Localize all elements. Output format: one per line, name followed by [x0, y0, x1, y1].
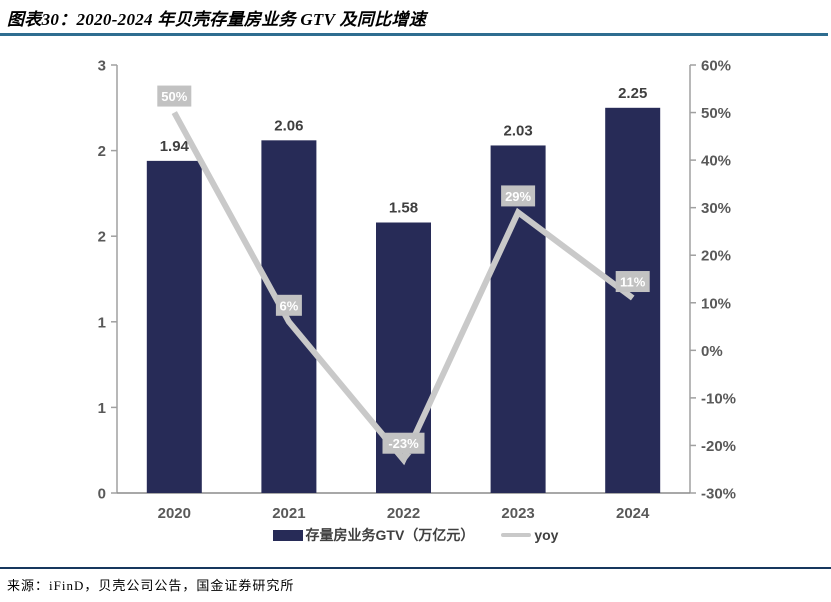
left-axis-tick-label: 2	[98, 143, 106, 160]
bar-value-label: 2.25	[618, 85, 647, 102]
yoy-label-text: 6%	[280, 298, 299, 313]
legend-label-gtv: 存量房业务GTV（万亿元）	[305, 527, 475, 543]
yoy-label-box	[615, 271, 650, 293]
right-axis-tick-label: 30%	[701, 200, 731, 217]
left-axis-tick-label: 2	[98, 229, 106, 246]
x-axis-label-2021: 2021	[272, 505, 305, 522]
figure-title: 图表30：2020-2024 年贝壳存量房业务 GTV 及同比增速	[7, 10, 427, 29]
yoy-label-box	[382, 432, 425, 454]
x-axis-label-2022: 2022	[387, 505, 420, 522]
right-axis-tick-label: 60%	[701, 58, 731, 75]
right-axis-tick-label: 0%	[701, 343, 723, 360]
yoy-label-text: -23%	[388, 436, 419, 451]
bar-2024	[605, 107, 661, 494]
bar-value-label: 2.06	[274, 117, 303, 134]
left-axis-tick-label: 0	[98, 486, 106, 503]
source-note: 来源：iFinD，贝壳公司公告，国金证券研究所	[7, 578, 295, 593]
left-axis-tick-label: 1	[98, 314, 106, 331]
right-axis-tick-label: 10%	[701, 295, 731, 312]
chart-legend: 存量房业务GTV（万亿元） yoy	[0, 526, 831, 544]
yoy-label-box	[275, 294, 302, 316]
bar-2020	[146, 160, 202, 493]
yoy-label-pointer	[395, 453, 412, 464]
left-axis-tick-label: 3	[98, 58, 106, 75]
right-axis-tick-label: 20%	[701, 248, 731, 265]
bar-value-label: 1.58	[389, 200, 418, 217]
yoy-label-box	[157, 85, 192, 107]
left-axis-tick-label: 1	[98, 400, 106, 417]
right-axis-tick-label: -10%	[701, 390, 736, 407]
legend-line-swatch	[501, 533, 532, 537]
yoy-label-box	[501, 185, 536, 207]
right-axis-tick-label: -30%	[701, 486, 736, 503]
yoy-label-text: 50%	[161, 89, 187, 104]
yoy-label-text: 11%	[620, 275, 646, 290]
yoy-label-text: 29%	[505, 189, 531, 204]
title-rule	[0, 33, 828, 36]
x-axis-label-2024: 2024	[616, 505, 650, 522]
right-axis-tick-label: 40%	[701, 153, 731, 170]
bar-value-label: 2.03	[503, 122, 532, 139]
legend-bar-swatch	[272, 529, 303, 541]
right-axis-tick-label: 50%	[701, 105, 731, 122]
x-axis-label-2020: 2020	[158, 505, 191, 522]
footer-rule	[0, 567, 831, 569]
legend-label-yoy: yoy	[534, 527, 559, 543]
right-axis-tick-label: -20%	[701, 438, 736, 455]
bar-value-label: 1.94	[160, 138, 190, 155]
x-axis-label-2023: 2023	[501, 505, 534, 522]
